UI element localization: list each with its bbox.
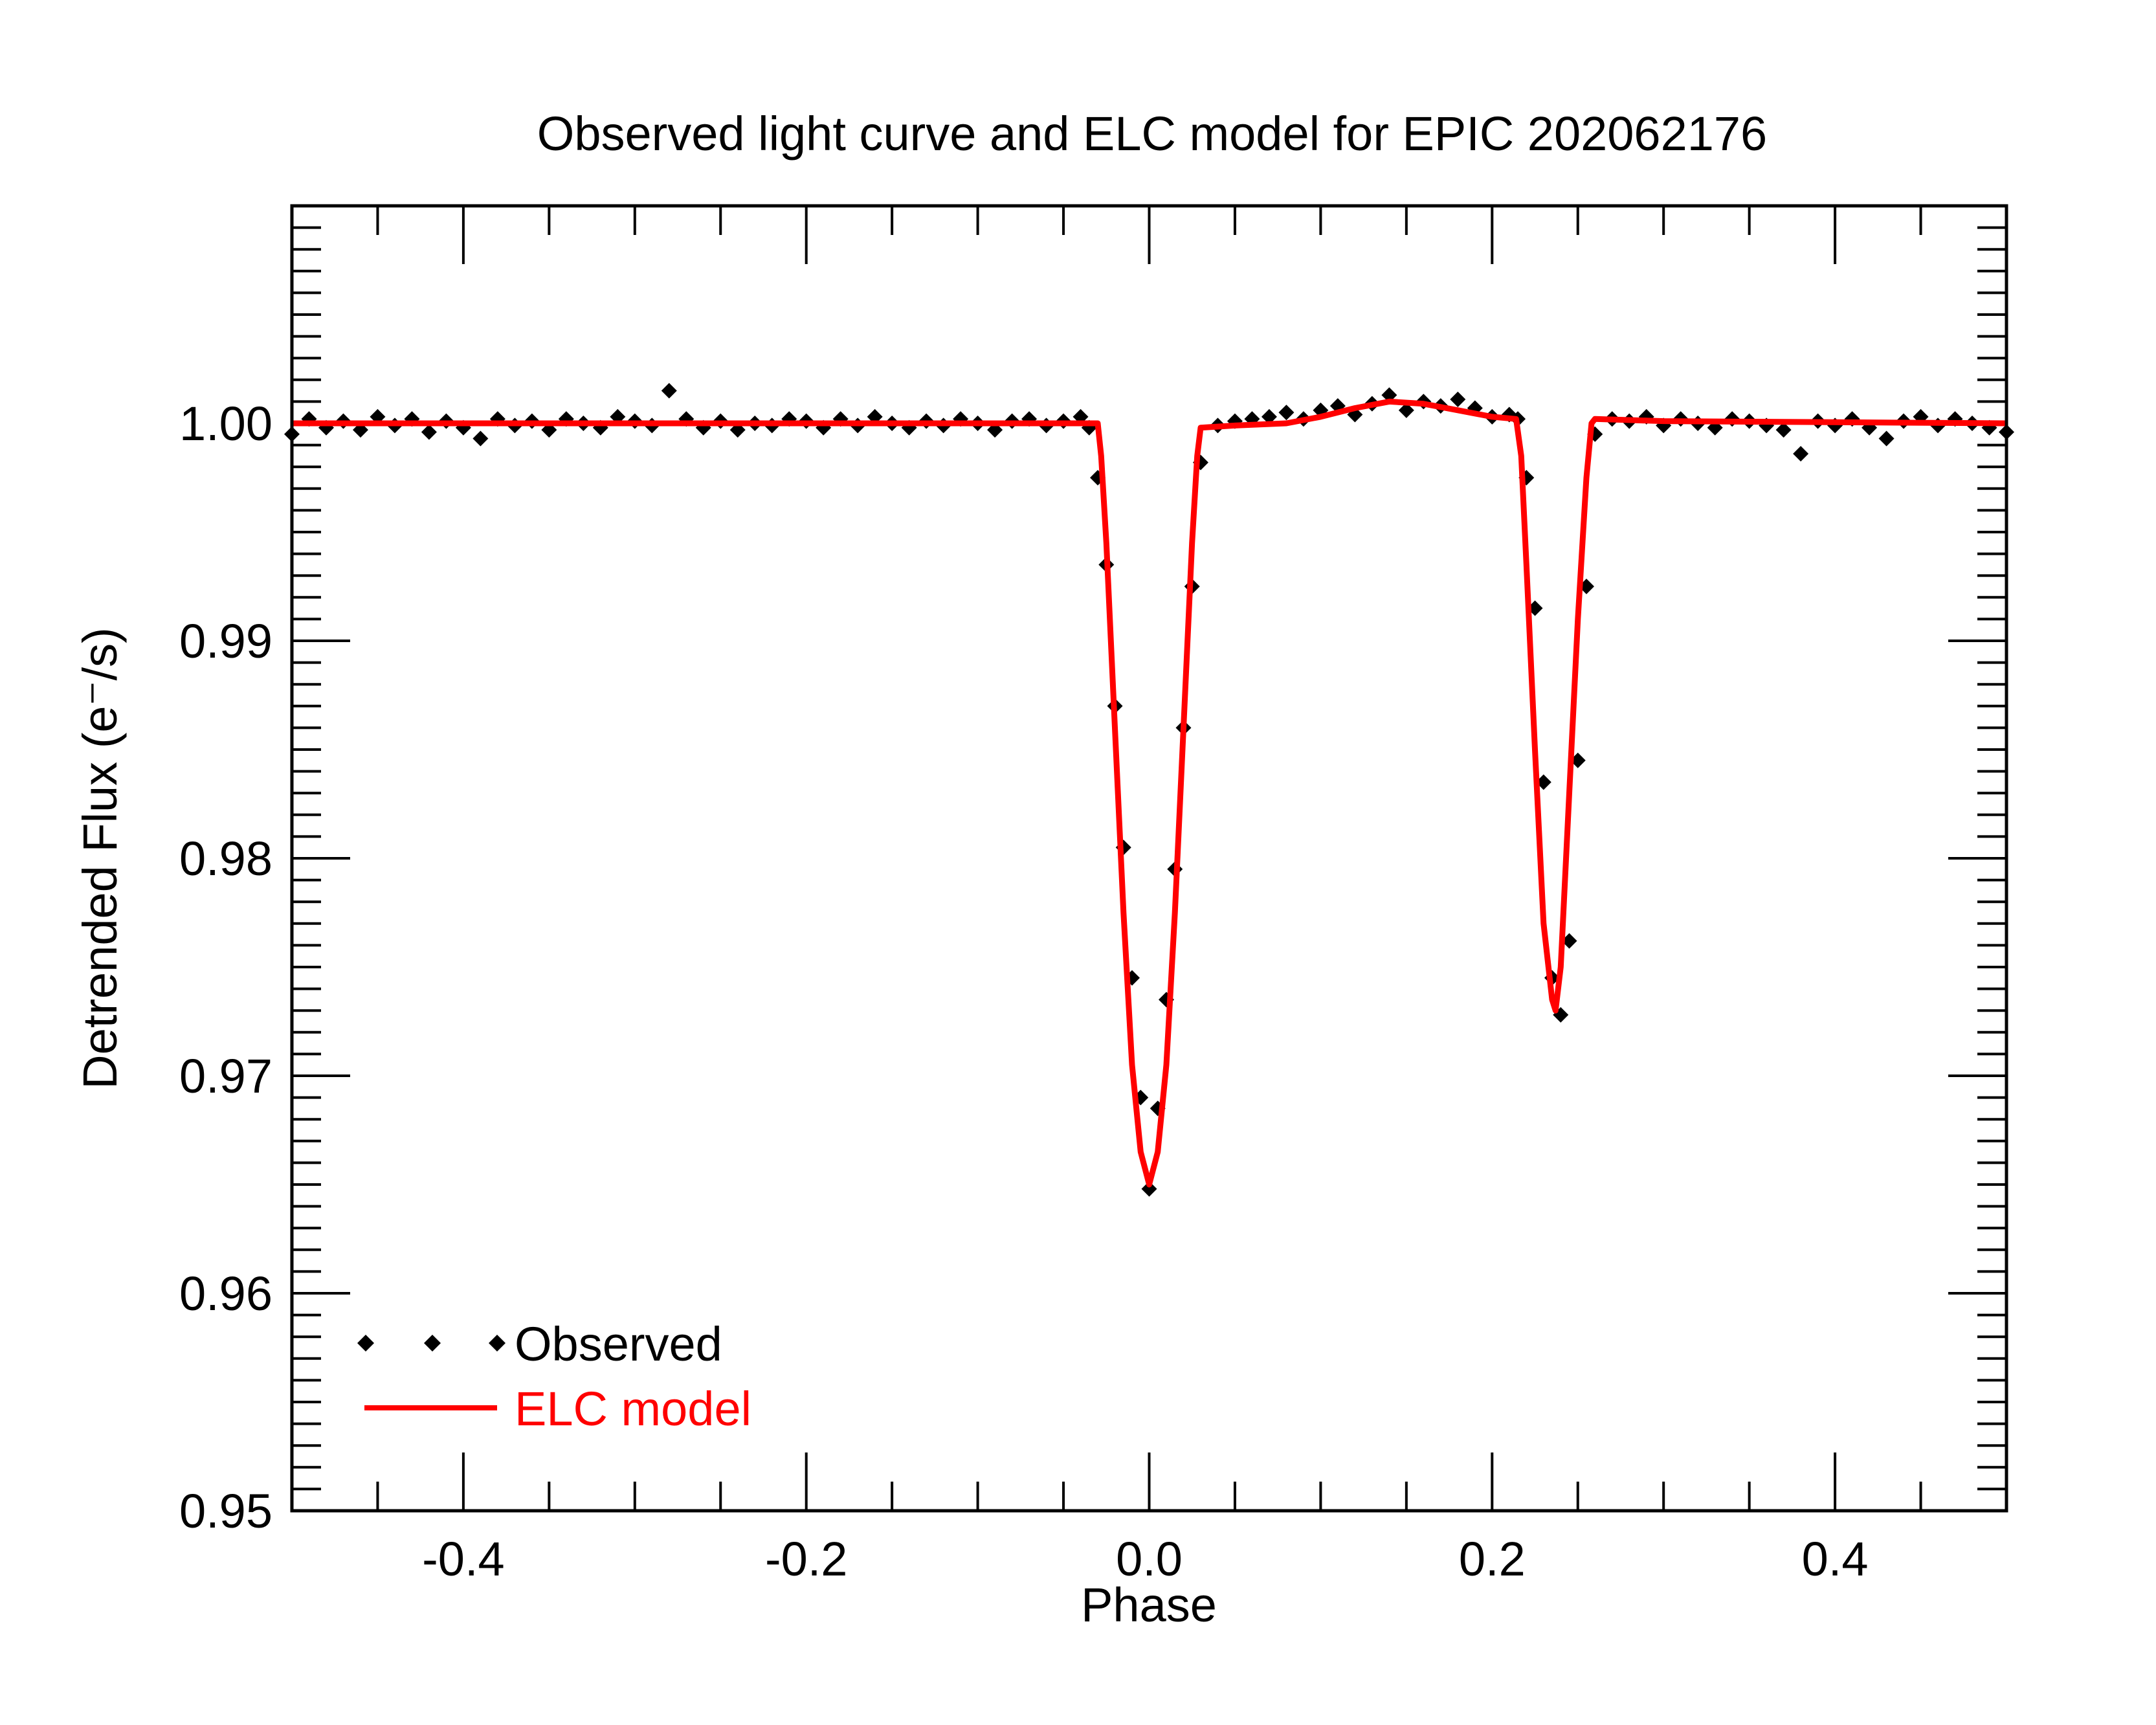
observed-point [1261, 408, 1277, 425]
model-line [292, 398, 2007, 1188]
x-axis: -0.4 -0.2 0.0 0.2 0.4 [291, 206, 2008, 1586]
observed-point [1450, 392, 1466, 408]
x-tick-label: -0.4 [422, 1532, 505, 1586]
observed-point [1141, 1181, 1157, 1197]
legend-observed-label: Observed [515, 1317, 722, 1371]
model-series [292, 398, 2007, 1188]
legend-model-label: ELC model [515, 1382, 751, 1436]
observed-point [1398, 402, 1414, 418]
legend-observed-marker-2 [424, 1335, 441, 1352]
observed-point [1793, 446, 1809, 462]
x-tick-label: 0.4 [1802, 1532, 1869, 1586]
legend-observed-marker-3 [489, 1335, 506, 1352]
y-axis: 0.95 0.96 0.97 0.98 0.99 1.00 [179, 205, 2006, 1538]
plot-frame [290, 204, 2008, 1513]
chart-title: Observed light curve and ELC model for E… [537, 107, 1767, 161]
y-tick-label: 0.96 [179, 1267, 272, 1320]
x-tick-label: -0.2 [765, 1532, 848, 1586]
x-tick-label: 0.2 [1459, 1532, 1526, 1586]
observed-point [1278, 405, 1295, 421]
y-tick-label: 1.00 [179, 397, 272, 451]
y-tick-label: 0.99 [179, 614, 272, 668]
observed-series [284, 383, 2014, 1197]
y-tick-label: 0.95 [179, 1484, 272, 1538]
observed-point [1561, 933, 1577, 949]
y-axis-label: Detrended Flux (e⁻/s) [73, 627, 127, 1089]
legend-observed-marker-1 [357, 1335, 374, 1352]
observed-point [661, 383, 677, 399]
legend: Observed ELC model [357, 1317, 751, 1436]
observed-point [472, 430, 489, 447]
observed-point [1775, 422, 1792, 438]
y-tick-label: 0.98 [179, 832, 272, 885]
x-tick-label: 0.0 [1116, 1532, 1183, 1586]
observed-point [421, 424, 437, 440]
observed-point [1878, 430, 1895, 447]
x-axis-label: Phase [1081, 1578, 1217, 1632]
y-tick-label: 0.97 [179, 1049, 272, 1103]
